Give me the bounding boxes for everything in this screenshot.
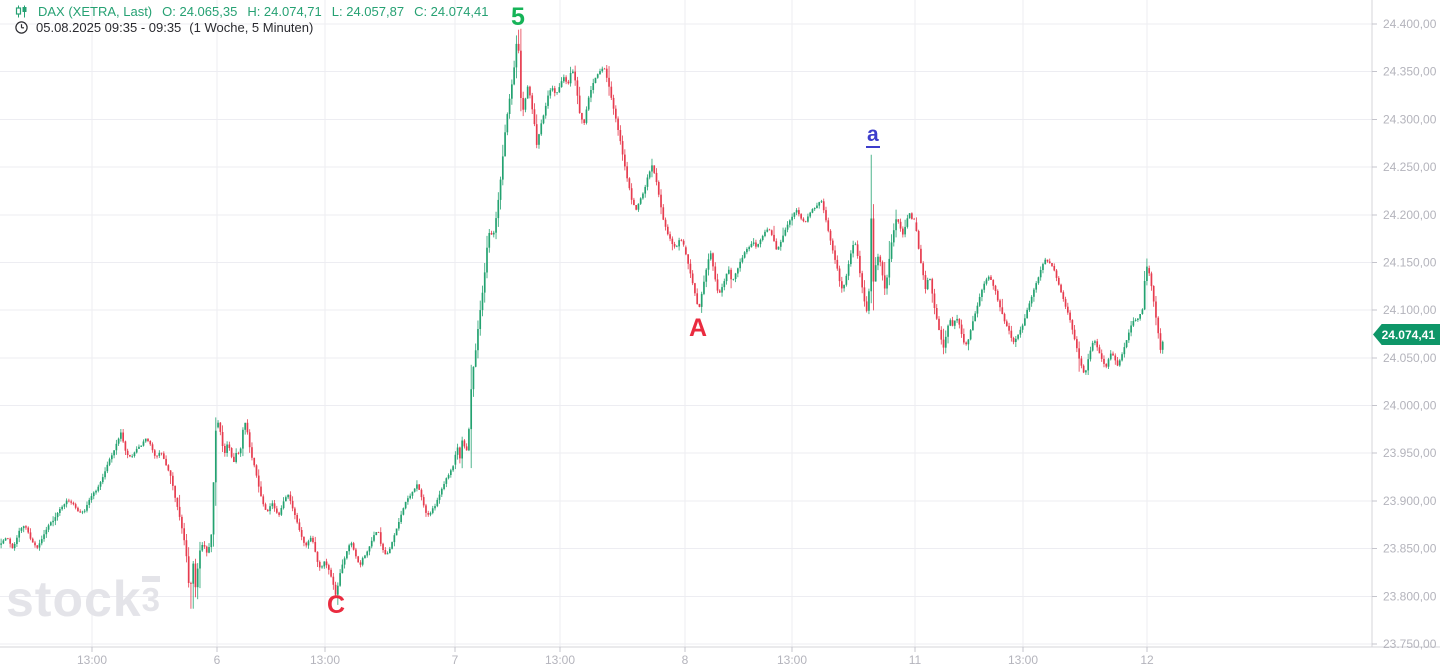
svg-text:7: 7 [452, 653, 459, 667]
last-price-value: 24.074,41 [1381, 327, 1435, 342]
svg-text:24.100,00: 24.100,00 [1383, 303, 1437, 317]
candles-layer [0, 28, 1164, 609]
svg-text:13:00: 13:00 [310, 653, 340, 667]
svg-text:23.950,00: 23.950,00 [1383, 446, 1437, 460]
svg-text:24.050,00: 24.050,00 [1383, 351, 1437, 365]
svg-text:24.250,00: 24.250,00 [1383, 160, 1437, 174]
candlestick-icon [15, 5, 28, 18]
watermark-sup: 3 [141, 576, 160, 616]
timeframe: (1 Woche, 5 Minuten) [189, 20, 314, 35]
ohlc-open: O: 24.065,35 [162, 4, 238, 19]
svg-text:12: 12 [1140, 653, 1154, 667]
svg-text:24.350,00: 24.350,00 [1383, 65, 1437, 79]
clock-icon [15, 21, 28, 34]
svg-text:13:00: 13:00 [545, 653, 575, 667]
stock3-watermark: stock 3 [6, 574, 160, 624]
svg-text:24.150,00: 24.150,00 [1383, 256, 1437, 270]
svg-text:11: 11 [909, 653, 922, 667]
svg-text:13:00: 13:00 [77, 653, 107, 667]
svg-text:23.900,00: 23.900,00 [1383, 494, 1437, 508]
ohlc-close: C: 24.074,41 [414, 4, 489, 19]
date-range: 05.08.2025 09:35 - 09:35 [36, 20, 182, 35]
elliott-wave-5-label[interactable]: 5 [511, 3, 525, 31]
grid-layer [0, 0, 1372, 647]
elliott-wave-C-label[interactable]: C [327, 591, 346, 619]
svg-text:23.800,00: 23.800,00 [1383, 589, 1437, 603]
instrument-row[interactable]: DAX (XETRA, Last) O: 24.065,35 H: 24.074… [15, 4, 499, 19]
timerange-row: 05.08.2025 09:35 - 09:35 (1 Woche, 5 Min… [15, 20, 499, 35]
ohlc-high: H: 24.074,71 [247, 4, 322, 19]
instrument-name[interactable]: DAX (XETRA, Last) [38, 4, 153, 19]
svg-text:8: 8 [682, 653, 689, 667]
elliott-wave-a-label[interactable]: a [866, 123, 880, 148]
svg-text:13:00: 13:00 [777, 653, 807, 667]
ohlc-low: L: 24.057,87 [331, 4, 405, 19]
svg-text:6: 6 [214, 653, 221, 667]
watermark-text: stock [6, 571, 142, 627]
svg-text:24.200,00: 24.200,00 [1383, 208, 1437, 222]
svg-text:23.850,00: 23.850,00 [1383, 542, 1437, 556]
last-price-badge: 24.074,41 [1373, 324, 1440, 345]
svg-text:23.750,00: 23.750,00 [1383, 637, 1437, 651]
svg-text:24.300,00: 24.300,00 [1383, 112, 1437, 126]
svg-text:13:00: 13:00 [1008, 653, 1038, 667]
svg-text:24.000,00: 24.000,00 [1383, 399, 1437, 413]
svg-text:24.400,00: 24.400,00 [1383, 17, 1437, 31]
elliott-wave-A-label[interactable]: A [689, 314, 708, 342]
chart-header: DAX (XETRA, Last) O: 24.065,35 H: 24.074… [15, 4, 499, 35]
